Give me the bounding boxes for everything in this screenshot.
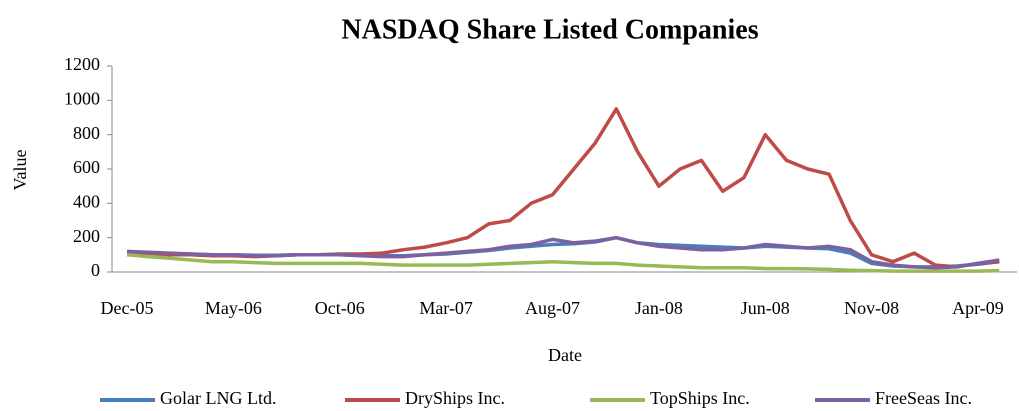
x-tick-label: Jan-08 xyxy=(635,298,683,318)
y-tick-label: 400 xyxy=(73,191,100,211)
legend-label: DryShips Inc. xyxy=(405,388,505,408)
y-axis-title: Value xyxy=(10,149,30,190)
x-tick-label: May-06 xyxy=(205,298,262,318)
y-tick-label: 200 xyxy=(73,226,100,246)
y-tick-label: 1200 xyxy=(64,54,100,74)
y-tick-label: 0 xyxy=(91,260,100,280)
y-tick-label: 1000 xyxy=(64,88,100,108)
y-tick-label: 600 xyxy=(73,157,100,177)
chart-title: NASDAQ Share Listed Companies xyxy=(341,14,758,45)
legend-label: FreeSeas Inc. xyxy=(875,388,972,408)
x-tick-label: Mar-07 xyxy=(419,298,473,318)
legend-label: Golar LNG Ltd. xyxy=(160,388,276,408)
series-line xyxy=(126,253,1000,273)
x-tick-label: Oct-06 xyxy=(315,298,365,318)
x-axis-title: Date xyxy=(548,345,582,365)
x-tick-label: Jun-08 xyxy=(741,298,790,318)
x-tick-label: Apr-09 xyxy=(952,298,1004,318)
y-tick-label: 800 xyxy=(73,123,100,143)
x-tick-label: Nov-08 xyxy=(844,298,899,318)
x-tick-label: Dec-05 xyxy=(101,298,154,318)
series-line xyxy=(126,235,1000,270)
legend-label: TopShips Inc. xyxy=(650,388,750,408)
x-tick-label: Aug-07 xyxy=(525,298,580,318)
